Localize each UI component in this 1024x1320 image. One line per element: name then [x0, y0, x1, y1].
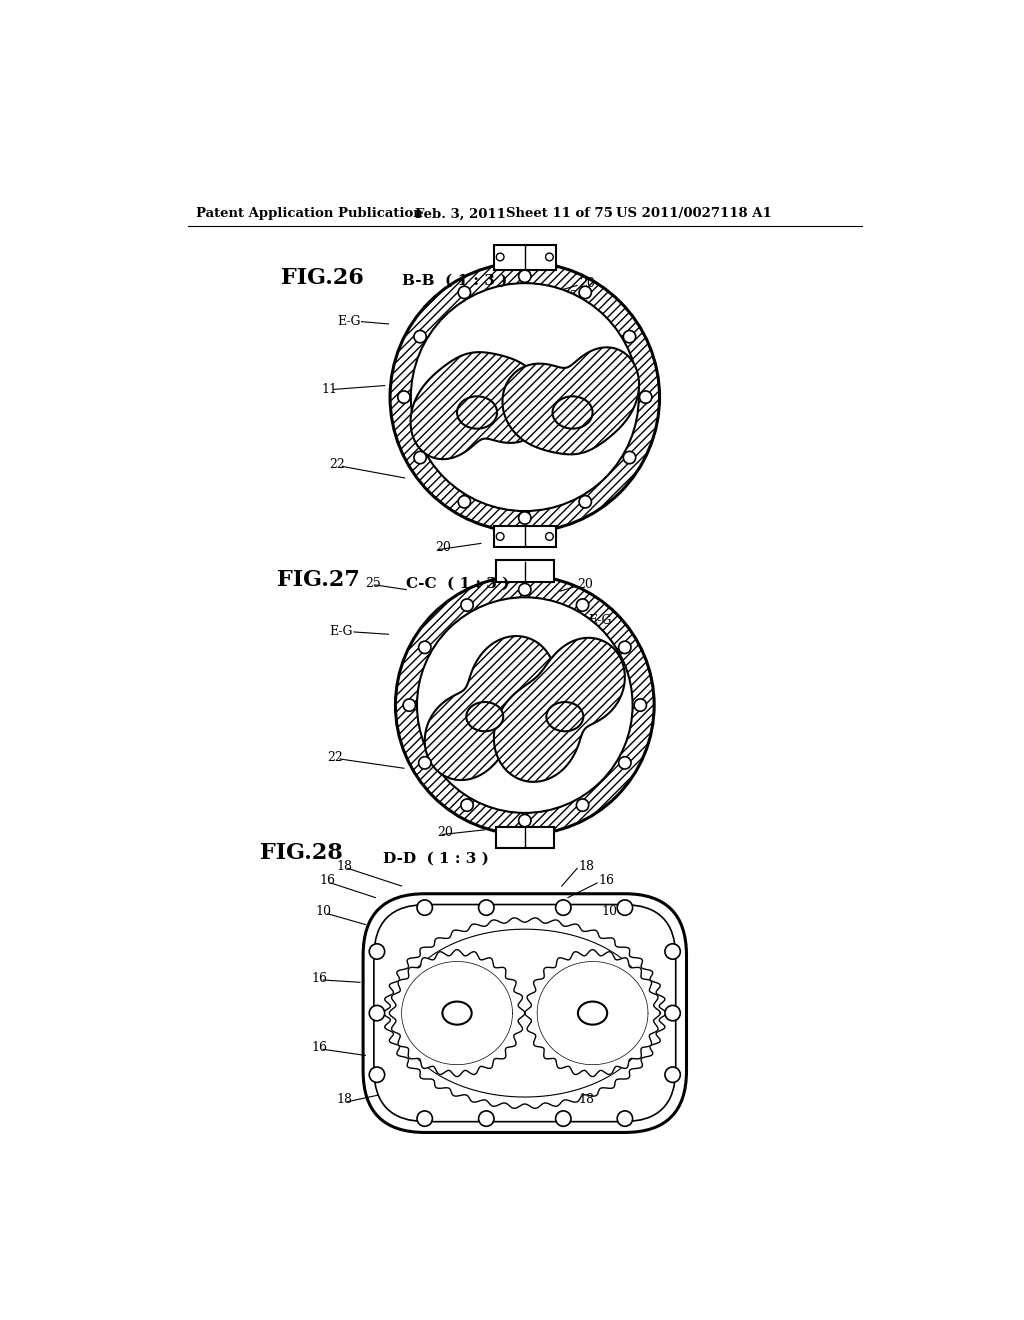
Circle shape [580, 286, 592, 298]
Text: E-G: E-G [588, 614, 611, 627]
Text: FIG.28: FIG.28 [260, 842, 343, 865]
Text: 20: 20 [580, 277, 595, 289]
Ellipse shape [553, 396, 593, 429]
FancyBboxPatch shape [374, 904, 676, 1122]
Circle shape [414, 330, 426, 343]
Circle shape [458, 495, 470, 508]
Circle shape [624, 330, 636, 343]
Text: Sheet 11 of 75: Sheet 11 of 75 [506, 207, 613, 220]
Polygon shape [524, 949, 660, 1077]
Circle shape [461, 799, 473, 812]
Circle shape [370, 1067, 385, 1082]
FancyBboxPatch shape [364, 894, 686, 1133]
Bar [496, 560, 554, 582]
Circle shape [370, 1006, 385, 1020]
Text: 20: 20 [437, 825, 453, 838]
Text: 16: 16 [319, 874, 335, 887]
Circle shape [411, 284, 639, 511]
Text: 18: 18 [337, 861, 353, 874]
Polygon shape [494, 638, 625, 781]
Circle shape [640, 391, 652, 404]
Polygon shape [389, 949, 524, 1077]
Circle shape [395, 576, 654, 834]
Text: 22: 22 [330, 458, 345, 471]
Circle shape [403, 700, 416, 711]
Text: 20: 20 [578, 578, 593, 591]
Text: D-D  ( 1 : 3 ): D-D ( 1 : 3 ) [383, 853, 489, 866]
Text: 11: 11 [322, 383, 338, 396]
Circle shape [518, 271, 531, 282]
Circle shape [617, 900, 633, 915]
Circle shape [556, 900, 571, 915]
Circle shape [419, 756, 431, 770]
Circle shape [518, 583, 531, 595]
Text: 16: 16 [603, 1041, 620, 1055]
Circle shape [390, 263, 659, 532]
Text: FIG.26: FIG.26 [281, 267, 364, 289]
Circle shape [556, 1111, 571, 1126]
Ellipse shape [547, 702, 584, 731]
Circle shape [417, 1111, 432, 1126]
Circle shape [618, 756, 631, 770]
Text: E-G: E-G [337, 315, 360, 329]
Text: 18: 18 [579, 861, 595, 874]
Circle shape [417, 900, 432, 915]
Text: B-B  ( 1 : 3 ): B-B ( 1 : 3 ) [401, 273, 507, 288]
Bar [496, 826, 554, 849]
Polygon shape [503, 347, 639, 454]
Circle shape [478, 1111, 494, 1126]
Ellipse shape [442, 1002, 472, 1024]
Ellipse shape [457, 396, 497, 429]
Circle shape [665, 1067, 680, 1082]
Bar [494, 244, 556, 271]
Circle shape [580, 495, 592, 508]
Circle shape [634, 700, 646, 711]
Text: 10: 10 [602, 906, 617, 917]
Circle shape [478, 900, 494, 915]
Ellipse shape [578, 1002, 607, 1024]
Text: 16: 16 [603, 972, 620, 985]
Circle shape [665, 944, 680, 960]
Circle shape [665, 1006, 680, 1020]
Circle shape [577, 599, 589, 611]
Circle shape [414, 451, 426, 463]
Text: 22: 22 [597, 669, 613, 682]
Text: 20: 20 [435, 541, 451, 554]
Text: C-C  ( 1 : 3 ): C-C ( 1 : 3 ) [407, 577, 510, 590]
Text: 25: 25 [366, 577, 381, 590]
Polygon shape [425, 636, 556, 780]
Text: Patent Application Publication: Patent Application Publication [196, 207, 423, 220]
Circle shape [458, 286, 470, 298]
Text: E-G: E-G [585, 327, 608, 341]
Text: 10: 10 [315, 906, 332, 917]
Circle shape [417, 597, 633, 813]
Polygon shape [411, 352, 547, 459]
Circle shape [419, 642, 431, 653]
Text: 18: 18 [579, 1093, 595, 1106]
Text: 22: 22 [327, 751, 343, 764]
Circle shape [618, 642, 631, 653]
Circle shape [577, 799, 589, 812]
Text: 16: 16 [599, 874, 614, 887]
Bar [494, 525, 556, 548]
Ellipse shape [466, 702, 503, 731]
Circle shape [397, 391, 410, 404]
Text: Feb. 3, 2011: Feb. 3, 2011 [416, 207, 506, 220]
Text: 25: 25 [562, 289, 578, 302]
Text: 18: 18 [337, 1093, 353, 1106]
Text: FIG.27: FIG.27 [276, 569, 359, 591]
Circle shape [624, 451, 636, 463]
Text: 16: 16 [311, 1041, 328, 1055]
Text: 11a: 11a [597, 739, 621, 751]
Circle shape [461, 599, 473, 611]
Text: 16: 16 [311, 972, 328, 985]
Circle shape [518, 512, 531, 524]
Circle shape [370, 944, 385, 960]
Text: US 2011/0027118 A1: US 2011/0027118 A1 [615, 207, 771, 220]
Text: 22: 22 [599, 371, 614, 384]
Text: E-G: E-G [330, 626, 352, 639]
Circle shape [518, 814, 531, 826]
Circle shape [617, 1111, 633, 1126]
